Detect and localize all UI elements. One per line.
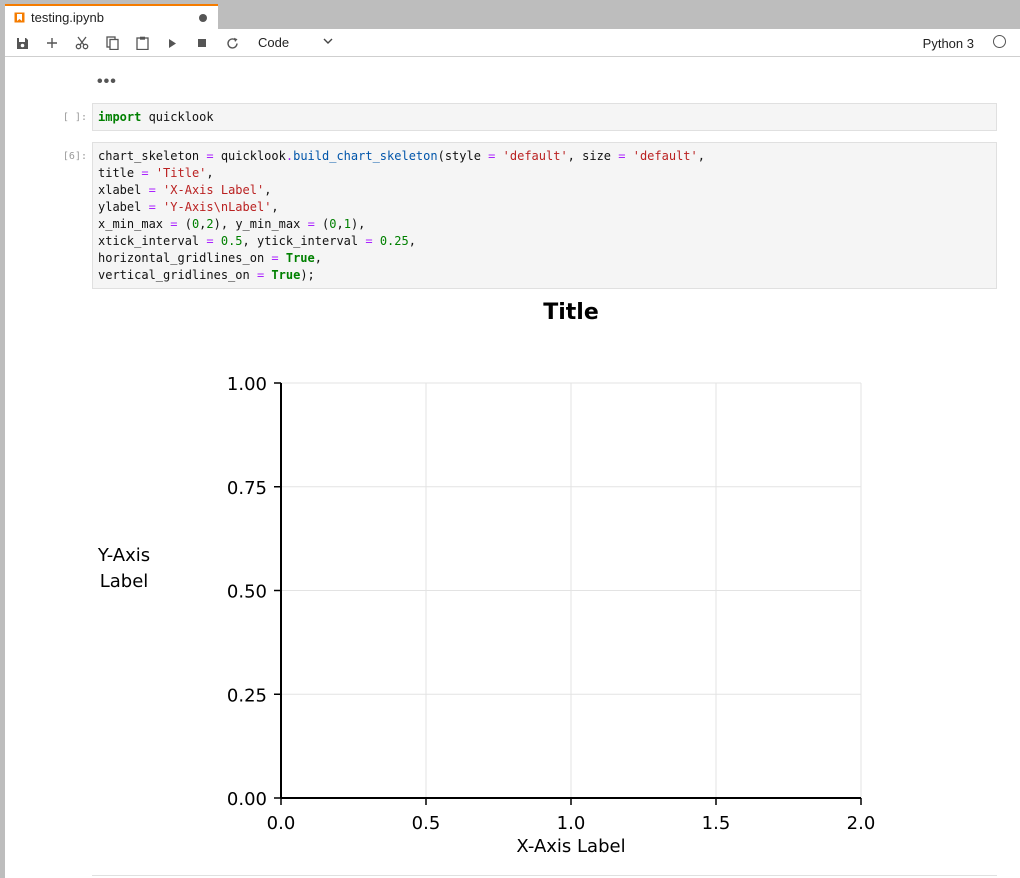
code-cell-import[interactable]: import quicklook — [92, 103, 997, 131]
run-icon[interactable] — [163, 35, 181, 51]
cell-prompt: [6]: — [62, 151, 87, 162]
unsaved-indicator[interactable] — [199, 14, 207, 22]
y-tick-label: 0.00 — [227, 789, 267, 810]
save-icon[interactable] — [13, 35, 31, 51]
chart-title: Title — [543, 300, 599, 325]
tab-bar: testing.ipynb — [0, 0, 1020, 29]
x-tick-label: 1.5 — [702, 813, 731, 834]
add-cell-icon[interactable] — [43, 35, 61, 51]
cell-prompt: [ ]: — [62, 112, 87, 123]
x-axis-label: X-Axis Label — [516, 836, 625, 857]
y-tick-label: 0.25 — [227, 685, 267, 706]
tab-notebook[interactable]: testing.ipynb — [5, 4, 218, 29]
kernel-name[interactable]: Python 3 — [922, 36, 974, 51]
cut-icon[interactable] — [73, 35, 91, 51]
next-cell-border — [92, 875, 997, 876]
code-cell-build-chart[interactable]: chart_skeleton = quicklook.build_chart_s… — [92, 142, 997, 289]
x-tick-label: 0.5 — [412, 813, 441, 834]
chevron-down-icon — [323, 38, 333, 44]
kernel-status-icon — [993, 35, 1006, 48]
stop-icon[interactable] — [193, 35, 211, 51]
y-axis-label: Y-Axis Label — [97, 545, 150, 592]
y-axis-label-line: Y-Axis — [97, 545, 150, 566]
paste-icon[interactable] — [133, 35, 151, 51]
notebook-toolbar: Code Python 3 — [5, 29, 1020, 57]
notebook-icon — [14, 12, 25, 23]
chart-ticks: 0.0 0.5 1.0 1.5 2.0 0.00 0.25 0.50 0.75 1.00 — [227, 374, 875, 834]
cell-type-select[interactable]: Code — [257, 34, 339, 52]
cell-type-label: Code — [258, 35, 290, 50]
tab-title: testing.ipynb — [31, 10, 104, 25]
x-tick-label: 0.0 — [267, 813, 296, 834]
y-tick-label: 0.50 — [227, 582, 267, 603]
y-tick-label: 1.00 — [227, 374, 267, 395]
copy-icon[interactable] — [103, 35, 121, 51]
x-tick-label: 1.0 — [557, 813, 586, 834]
collapsed-output-indicator[interactable]: ••• — [97, 73, 117, 90]
notebook-window: Code Python 3 ••• [ ]: import quicklook … — [5, 29, 1020, 878]
restart-icon[interactable] — [223, 35, 241, 51]
chart-output: Title 0.0 0.5 1.0 1.5 2.0 0.00 0.25 0.50 0.75 1.0… — [97, 300, 875, 857]
x-tick-label: 2.0 — [847, 813, 876, 834]
y-tick-label: 0.75 — [227, 478, 267, 499]
y-axis-label-line: Label — [100, 571, 149, 592]
cell-output: Title 0.0 0.5 1.0 1.5 2.0 0.00 0.25 0.50 0.75 1.0… — [92, 293, 997, 878]
chart-gridlines — [280, 382, 862, 799]
